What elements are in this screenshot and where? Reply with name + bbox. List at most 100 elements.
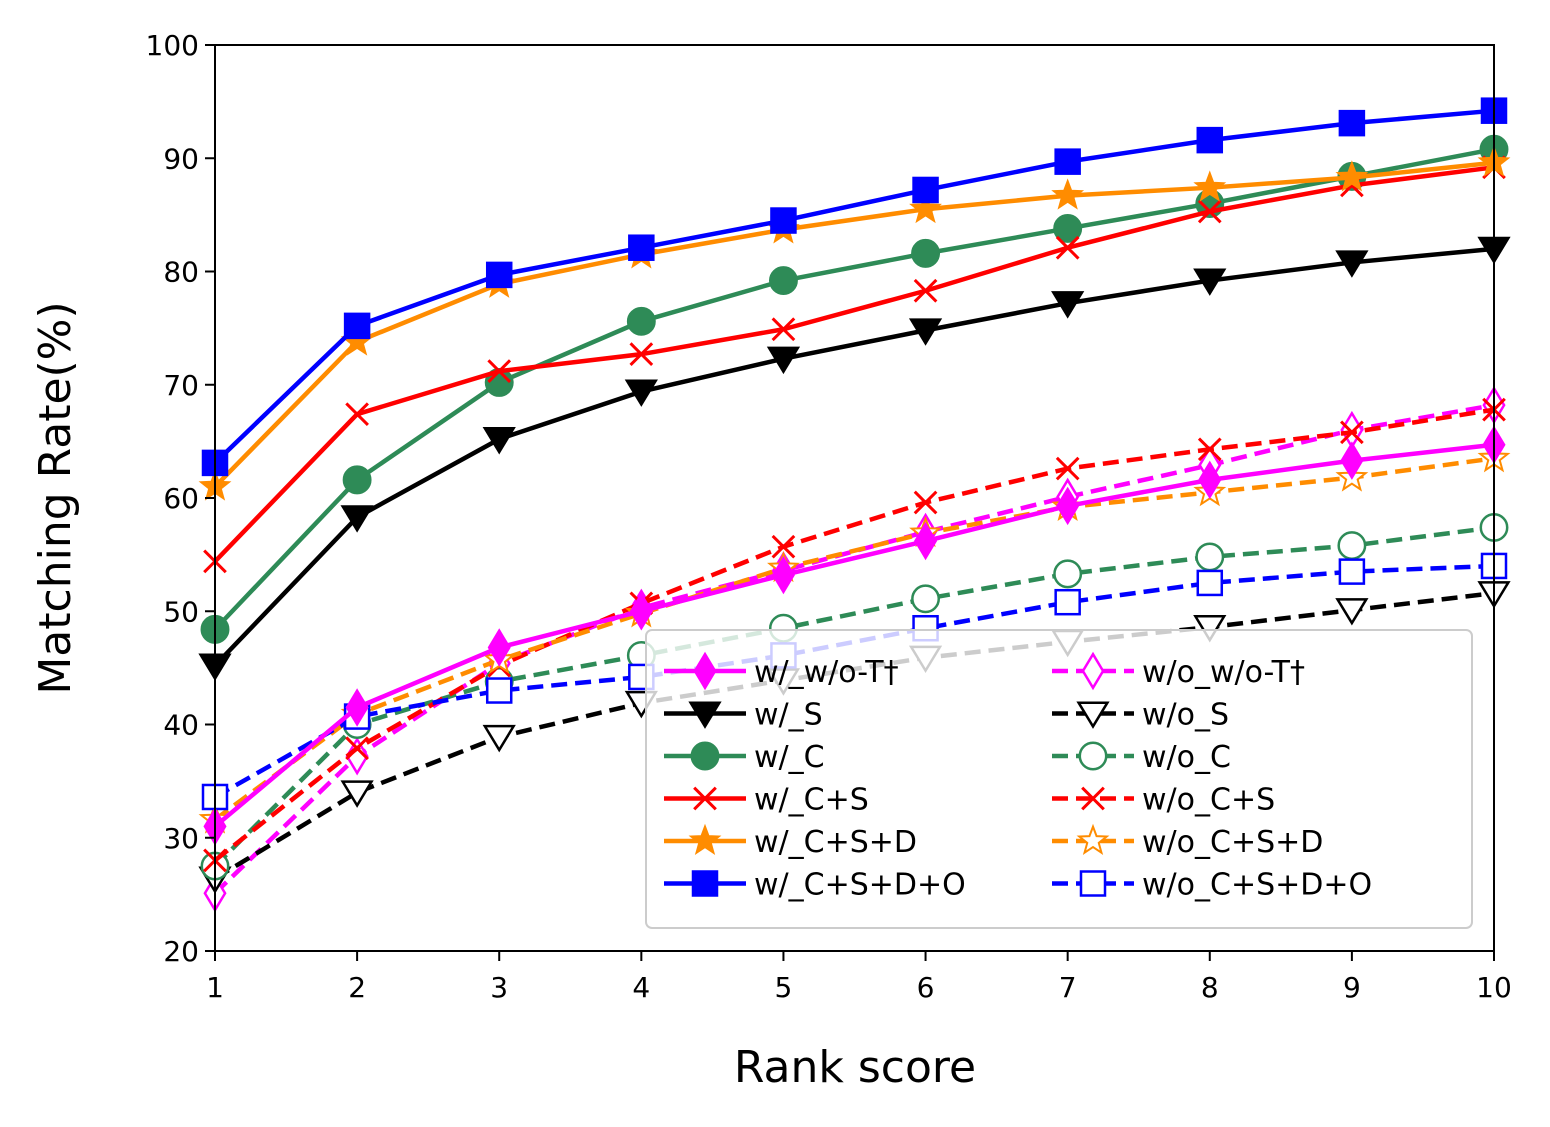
legend: w/_w/o-T† w/_S w/_C w/_C+S w/_C+S+D w/_C+S+D+… bbox=[645, 629, 1473, 929]
legend-entry-w-cplussplusd: w/_C+S+D bbox=[664, 823, 917, 860]
x-tick-label-7: 7 bbox=[1059, 971, 1077, 1004]
series-w-cplussplusdpluso bbox=[201, 97, 1508, 477]
x-tick-label-1: 1 bbox=[206, 971, 224, 1004]
series-line-w-o-c bbox=[213, 525, 1495, 868]
data-point-w-w-o-tdagger-3 bbox=[487, 628, 511, 667]
x-tick-label-10: 10 bbox=[1476, 971, 1512, 1004]
y-tick-label-90: 90 bbox=[163, 142, 199, 175]
legend-marker-w-o-c bbox=[1078, 741, 1108, 771]
y-axis: 20 30 40 50 60 70 80 90 100 bbox=[146, 29, 215, 968]
data-point-w-o-c-8 bbox=[1195, 542, 1225, 572]
data-point-w-o-cplussplusdpluso-8 bbox=[1196, 569, 1224, 597]
data-point-w-w-o-tdagger-6 bbox=[914, 521, 938, 561]
legend-marker-w-o-s bbox=[1076, 701, 1110, 729]
data-point-w-o-cpluss-6 bbox=[913, 490, 938, 515]
data-point-w-o-cpluss-2 bbox=[345, 736, 369, 761]
data-point-w-w-o-tdagger-4 bbox=[629, 592, 653, 631]
legend-entry-w-o-cplussplusdpluso: w/o_C+S+D+O bbox=[1052, 868, 1372, 903]
data-point-w-cplussplusdpluso-5 bbox=[770, 207, 797, 234]
data-point-w-s-2 bbox=[340, 505, 374, 533]
legend-entry-w-cpluss: w/_C+S bbox=[664, 783, 869, 818]
data-point-w-cplussplusdpluso-2 bbox=[343, 312, 371, 340]
legend-entry-w-o-c: w/o_C bbox=[1052, 740, 1231, 775]
legend-marker-w-w-o-tdagger bbox=[693, 651, 717, 691]
data-point-w-c-5 bbox=[768, 266, 798, 296]
data-point-w-o-s-3 bbox=[482, 724, 516, 753]
legend-box bbox=[645, 629, 1473, 929]
legend-marker-w-c bbox=[690, 741, 720, 771]
x-tick-label-9: 9 bbox=[1343, 971, 1361, 1004]
legend-entry-w-c: w/_C bbox=[664, 740, 825, 775]
data-point-w-s-5 bbox=[766, 346, 801, 375]
data-point-w-cplussplusd-7 bbox=[1051, 178, 1085, 210]
data-point-w-s-9 bbox=[1335, 250, 1369, 278]
y-tick-label-70: 70 bbox=[163, 369, 199, 402]
legend-entry-w-cplussplusdpluso: w/_C+S+D+O bbox=[664, 868, 966, 903]
data-point-w-cpluss-6 bbox=[913, 278, 938, 303]
data-point-w-cplussplusd-6 bbox=[909, 191, 942, 224]
data-point-w-s-6 bbox=[908, 318, 943, 346]
data-point-w-w-o-tdagger-5 bbox=[771, 555, 795, 595]
series-line-w-w-o-tdagger bbox=[213, 442, 1495, 829]
legend-entry-w-o-s: w/o_S bbox=[1052, 698, 1229, 733]
data-point-w-cpluss-3 bbox=[487, 359, 512, 384]
data-point-w-o-c-7 bbox=[1053, 559, 1083, 589]
series-line-w-o-cpluss bbox=[213, 407, 1495, 863]
legend-label-w-c: w/_C bbox=[754, 740, 825, 775]
legend-entry-w-s: w/_S bbox=[664, 698, 823, 733]
legend-label-w-cpluss: w/_C+S bbox=[754, 783, 869, 818]
series-line-w-cpluss bbox=[213, 165, 1495, 563]
data-point-w-c-4 bbox=[626, 306, 656, 336]
y-tick-label-50: 50 bbox=[163, 595, 199, 628]
data-point-w-o-c-9 bbox=[1337, 531, 1367, 561]
legend-marker-w-cpluss bbox=[693, 786, 717, 811]
data-point-w-c-6 bbox=[911, 238, 941, 268]
legend-label-w-o-cpluss: w/o_C+S bbox=[1142, 783, 1275, 818]
data-point-w-o-c-6 bbox=[911, 584, 941, 614]
x-tick-label-4: 4 bbox=[632, 971, 650, 1004]
legend-entry-w-o-cplussplusd: w/o_C+S+D bbox=[1052, 823, 1323, 860]
legend-label-w-cplussplusd: w/_C+S+D bbox=[754, 825, 917, 860]
data-point-w-w-o-tdagger-9 bbox=[1340, 441, 1364, 480]
legend-marker-w-o-w-o-tdagger bbox=[1081, 651, 1105, 691]
x-tick-label-2: 2 bbox=[348, 971, 366, 1004]
data-point-w-w-o-tdagger-2 bbox=[345, 688, 369, 727]
data-point-w-cplussplusdpluso-3 bbox=[485, 261, 513, 289]
data-point-w-cplussplusdpluso-6 bbox=[912, 176, 939, 204]
data-point-w-s-8 bbox=[1193, 268, 1227, 296]
data-point-w-o-s-9 bbox=[1335, 598, 1369, 626]
data-point-w-cpluss-8 bbox=[1197, 199, 1222, 224]
data-point-w-o-w-o-tdagger-2 bbox=[345, 736, 369, 776]
legend-entry-w-w-o-tdagger: w/_w/o-T† bbox=[664, 651, 899, 691]
legend-marker-w-o-cpluss bbox=[1081, 786, 1105, 811]
legend-label-w-o-s: w/o_S bbox=[1142, 698, 1229, 733]
data-point-w-c-7 bbox=[1053, 214, 1083, 243]
series-line-w-cplussplusdpluso bbox=[213, 108, 1495, 465]
data-point-w-s-4 bbox=[624, 379, 658, 407]
data-point-w-w-o-tdagger-8 bbox=[1198, 460, 1222, 500]
y-axis-label: Matching Rate(%) bbox=[30, 301, 81, 694]
x-tick-label-8: 8 bbox=[1201, 971, 1219, 1004]
x-axis: 1 2 3 4 5 6 7 8 9 10 bbox=[206, 951, 1512, 1004]
y-tick-label-80: 80 bbox=[163, 256, 199, 289]
legend-label-w-cplussplusdpluso: w/_C+S+D+O bbox=[754, 868, 966, 903]
series-line-w-c bbox=[213, 146, 1495, 631]
data-point-w-c-2 bbox=[342, 465, 372, 495]
data-point-w-cplussplusd-9 bbox=[1335, 160, 1369, 192]
data-point-w-s-7 bbox=[1051, 291, 1085, 319]
y-tick-label-20: 20 bbox=[163, 935, 199, 968]
legend-label-w-o-c: w/o_C bbox=[1142, 740, 1231, 775]
legend-entry-w-o-w-o-tdagger: w/o_w/o-T† bbox=[1052, 651, 1305, 691]
series-w-s bbox=[198, 236, 1511, 681]
series-line-w-cplussplusd bbox=[213, 160, 1495, 489]
data-point-w-o-cpluss-5 bbox=[771, 534, 796, 559]
x-axis-label: Rank score bbox=[734, 1042, 976, 1093]
y-tick-label-60: 60 bbox=[163, 482, 199, 515]
data-point-w-cpluss-5 bbox=[771, 317, 796, 342]
x-tick-label-6: 6 bbox=[917, 971, 935, 1004]
data-point-w-s-3 bbox=[482, 427, 516, 455]
data-point-w-o-cplussplusdpluso-3 bbox=[485, 677, 513, 704]
legend-entry-w-o-cpluss: w/o_C+S bbox=[1052, 783, 1275, 818]
data-point-w-cplussplusdpluso-9 bbox=[1338, 109, 1366, 137]
